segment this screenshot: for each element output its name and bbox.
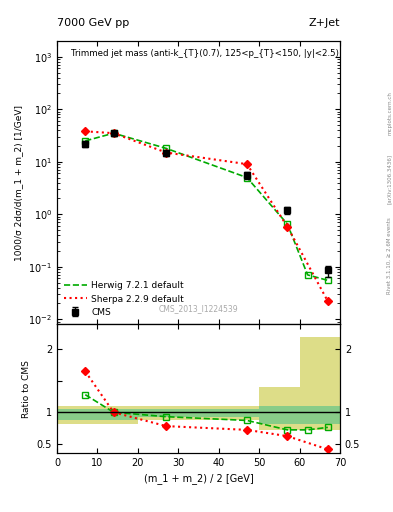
Sherpa 2.2.9 default <box>285 224 290 230</box>
Y-axis label: Ratio to CMS: Ratio to CMS <box>22 360 31 418</box>
Sherpa 2.2.9 default <box>111 130 116 136</box>
Line: Herwig 7.2.1 default: Herwig 7.2.1 default <box>85 133 328 281</box>
Herwig 7.2.1 default <box>325 278 330 284</box>
Herwig 7.2.1 default <box>305 272 310 278</box>
Text: Rivet 3.1.10, ≥ 2.6M events: Rivet 3.1.10, ≥ 2.6M events <box>387 218 392 294</box>
Sherpa 2.2.9 default <box>83 128 88 134</box>
Sherpa 2.2.9 default <box>325 298 330 304</box>
Text: mcplots.cern.ch: mcplots.cern.ch <box>387 91 392 135</box>
Sherpa 2.2.9 default <box>244 161 249 167</box>
Text: [arXiv:1306.3436]: [arXiv:1306.3436] <box>387 154 392 204</box>
Text: Trimmed jet mass (anti-k_{T}(0.7), 125<p_{T}<150, |y|<2.5): Trimmed jet mass (anti-k_{T}(0.7), 125<p… <box>71 50 339 58</box>
Legend: Herwig 7.2.1 default, Sherpa 2.2.9 default, CMS: Herwig 7.2.1 default, Sherpa 2.2.9 defau… <box>61 279 187 320</box>
Text: CMS_2013_I1224539: CMS_2013_I1224539 <box>159 304 238 313</box>
Herwig 7.2.1 default <box>111 130 116 136</box>
Line: Sherpa 2.2.9 default: Sherpa 2.2.9 default <box>85 131 328 301</box>
X-axis label: (m_1 + m_2) / 2 [GeV]: (m_1 + m_2) / 2 [GeV] <box>143 474 253 484</box>
Herwig 7.2.1 default <box>244 175 249 181</box>
Herwig 7.2.1 default <box>285 221 290 227</box>
Text: Z+Jet: Z+Jet <box>309 18 340 28</box>
Sherpa 2.2.9 default <box>164 150 169 156</box>
Y-axis label: 1000/σ 2dσ/d(m_1 + m_2) [1/GeV]: 1000/σ 2dσ/d(m_1 + m_2) [1/GeV] <box>14 104 23 261</box>
Herwig 7.2.1 default <box>164 145 169 152</box>
Herwig 7.2.1 default <box>83 138 88 144</box>
Text: 7000 GeV pp: 7000 GeV pp <box>57 18 129 28</box>
